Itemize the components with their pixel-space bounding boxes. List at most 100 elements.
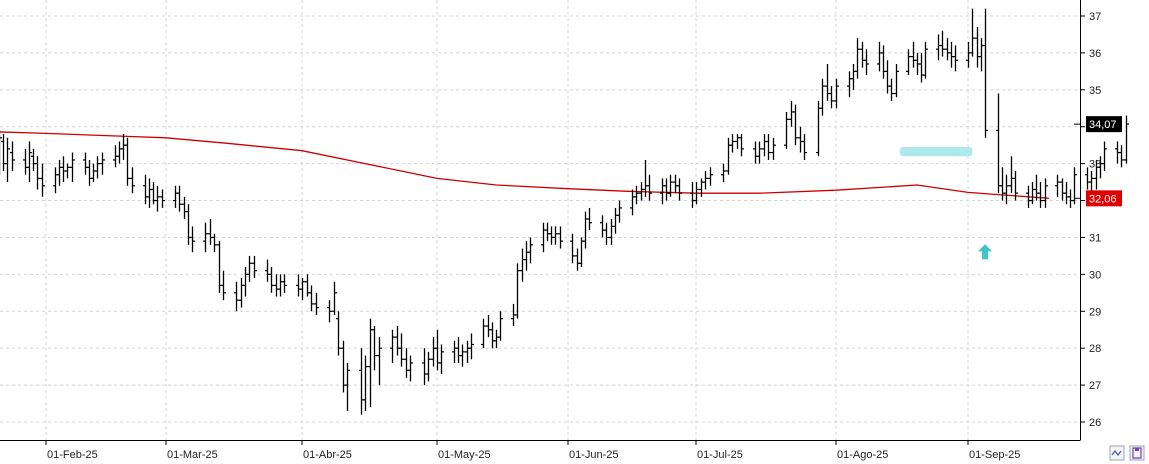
price-badges: 34,07 32,06 [1074, 116, 1122, 207]
ohlc-bar [966, 41, 971, 68]
ohlc-bar [1068, 189, 1073, 208]
ohlc-bar [1043, 178, 1048, 208]
ohlc-bar [703, 171, 708, 190]
x-tick-label: 01-Ago-25 [837, 449, 888, 461]
ohlc-bar [239, 278, 244, 308]
ohlc-bar [336, 311, 341, 356]
ohlc-bar [855, 38, 860, 79]
up-arrow-marker [978, 244, 993, 260]
ohlc-bar [252, 255, 257, 279]
ohlc-bar [208, 219, 213, 245]
ohlc-bar [147, 178, 152, 208]
last-price-badge-label: 34,07 [1089, 119, 1117, 131]
ohlc-bar [426, 351, 431, 382]
ohlc-bar [490, 322, 495, 349]
ohlc-bar [919, 52, 924, 83]
ohlc-bar [949, 41, 954, 68]
ohlc-bar [885, 60, 890, 94]
ohlc-bar [439, 344, 444, 375]
ma-value-badge-box [1086, 190, 1122, 207]
marker-layer [978, 244, 993, 260]
ohlc-bar [690, 182, 695, 208]
ohlc-bar [600, 215, 605, 238]
ohlc-bar [847, 71, 852, 98]
ohlc-bar [160, 189, 165, 208]
ohlc-bar [5, 137, 10, 183]
ohlc-bar [996, 93, 1001, 194]
ohlc-bar [911, 41, 916, 68]
ohlc-bar [953, 45, 958, 72]
ohlc-bar [575, 248, 580, 271]
ohlc-bar [762, 134, 767, 157]
bottom-toolbar [1109, 445, 1145, 461]
ohlc-bar [243, 266, 248, 297]
ohlc-bar [431, 337, 436, 367]
ohlc-bar [203, 222, 208, 253]
ohlc-bar [404, 348, 409, 378]
ohlc-bar [300, 278, 305, 301]
y-tick-label: 31 [1089, 232, 1101, 244]
ohlc-bar [481, 318, 486, 349]
ohlc-bar [923, 41, 928, 79]
ohlc-bar [766, 134, 771, 160]
ohlc-bar [553, 226, 558, 245]
ohlc-bar [1009, 156, 1014, 194]
ohlc-bar [1060, 178, 1065, 201]
ohlc-bar [634, 185, 639, 205]
y-tick-label: 28 [1089, 343, 1101, 355]
ohlc-bar [177, 185, 182, 212]
ohlc-bar [739, 134, 744, 157]
ohlc-bar [53, 167, 58, 194]
ohlc-bar [515, 263, 520, 319]
ohlc-bar [528, 237, 533, 264]
ohlc-bar [456, 337, 461, 363]
ohlc-bar [664, 178, 669, 201]
ohlc-bar [524, 241, 529, 271]
y-tick-label: 33 [1089, 159, 1101, 171]
ohlc-bar [889, 78, 894, 101]
ohlc-bar [143, 174, 148, 205]
ohlc-bar [877, 41, 882, 72]
ohlc-bar [125, 137, 130, 186]
x-tick-label: 01-Jul-25 [697, 449, 743, 461]
ohlc-bar [221, 270, 226, 301]
save-icon[interactable] [1129, 445, 1145, 461]
ohlc-bar [549, 226, 554, 245]
ohlc-bar [0, 130, 2, 175]
ohlc-bar [545, 222, 550, 242]
ohlc-bar [735, 134, 740, 149]
ohlc-bar [945, 38, 950, 61]
ohlc-bar [570, 233, 575, 264]
moving-average-layer [0, 131, 1049, 199]
ohlc-bar [274, 274, 279, 297]
ohlc-bar [469, 333, 474, 360]
ohlc-bar [247, 255, 252, 282]
ohlc-bar [894, 63, 899, 98]
ohlc-bar [1055, 174, 1060, 197]
ohlc-bar [881, 45, 886, 79]
ohlc-bar [452, 340, 457, 363]
ohlc-bar [1004, 174, 1009, 205]
x-tick-label: 01-Sep-25 [969, 449, 1020, 461]
ohlc-bar [609, 219, 614, 245]
y-tick-label: 36 [1089, 48, 1101, 60]
ohlc-bar [587, 207, 592, 231]
ohlc-bar [212, 233, 217, 253]
ohlc-bar [647, 174, 652, 201]
ohlc-bar [820, 78, 825, 116]
ohlc-bar [27, 141, 32, 183]
ohlc-bar [1085, 167, 1090, 190]
ohlc-bar [825, 63, 830, 101]
ohlc-bar [1, 134, 6, 172]
wave-icon[interactable] [1109, 445, 1125, 461]
ohlc-bar [395, 326, 400, 356]
ohlc-bar [494, 329, 499, 349]
ohlc-bar [10, 141, 15, 172]
ohlc-bar [35, 156, 40, 190]
ohlc-bar [936, 34, 941, 61]
x-tick-label: 01-Abr-25 [303, 449, 352, 461]
ohlc-bar [983, 8, 988, 138]
ohlc-bar [359, 348, 364, 415]
ohlc-bar [173, 185, 178, 208]
ohlc-bar [798, 126, 803, 153]
